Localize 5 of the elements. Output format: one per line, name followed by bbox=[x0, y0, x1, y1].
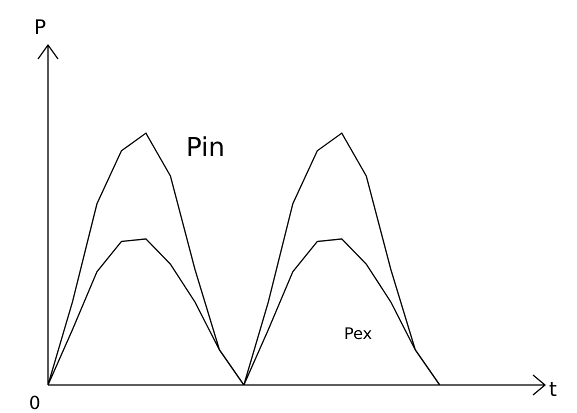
series-label: Pex bbox=[344, 324, 372, 343]
series-label: Pin bbox=[186, 133, 225, 163]
y-axis-title: P bbox=[34, 15, 46, 39]
text: 0 bbox=[29, 393, 40, 413]
x-axis-title: t bbox=[549, 377, 557, 401]
